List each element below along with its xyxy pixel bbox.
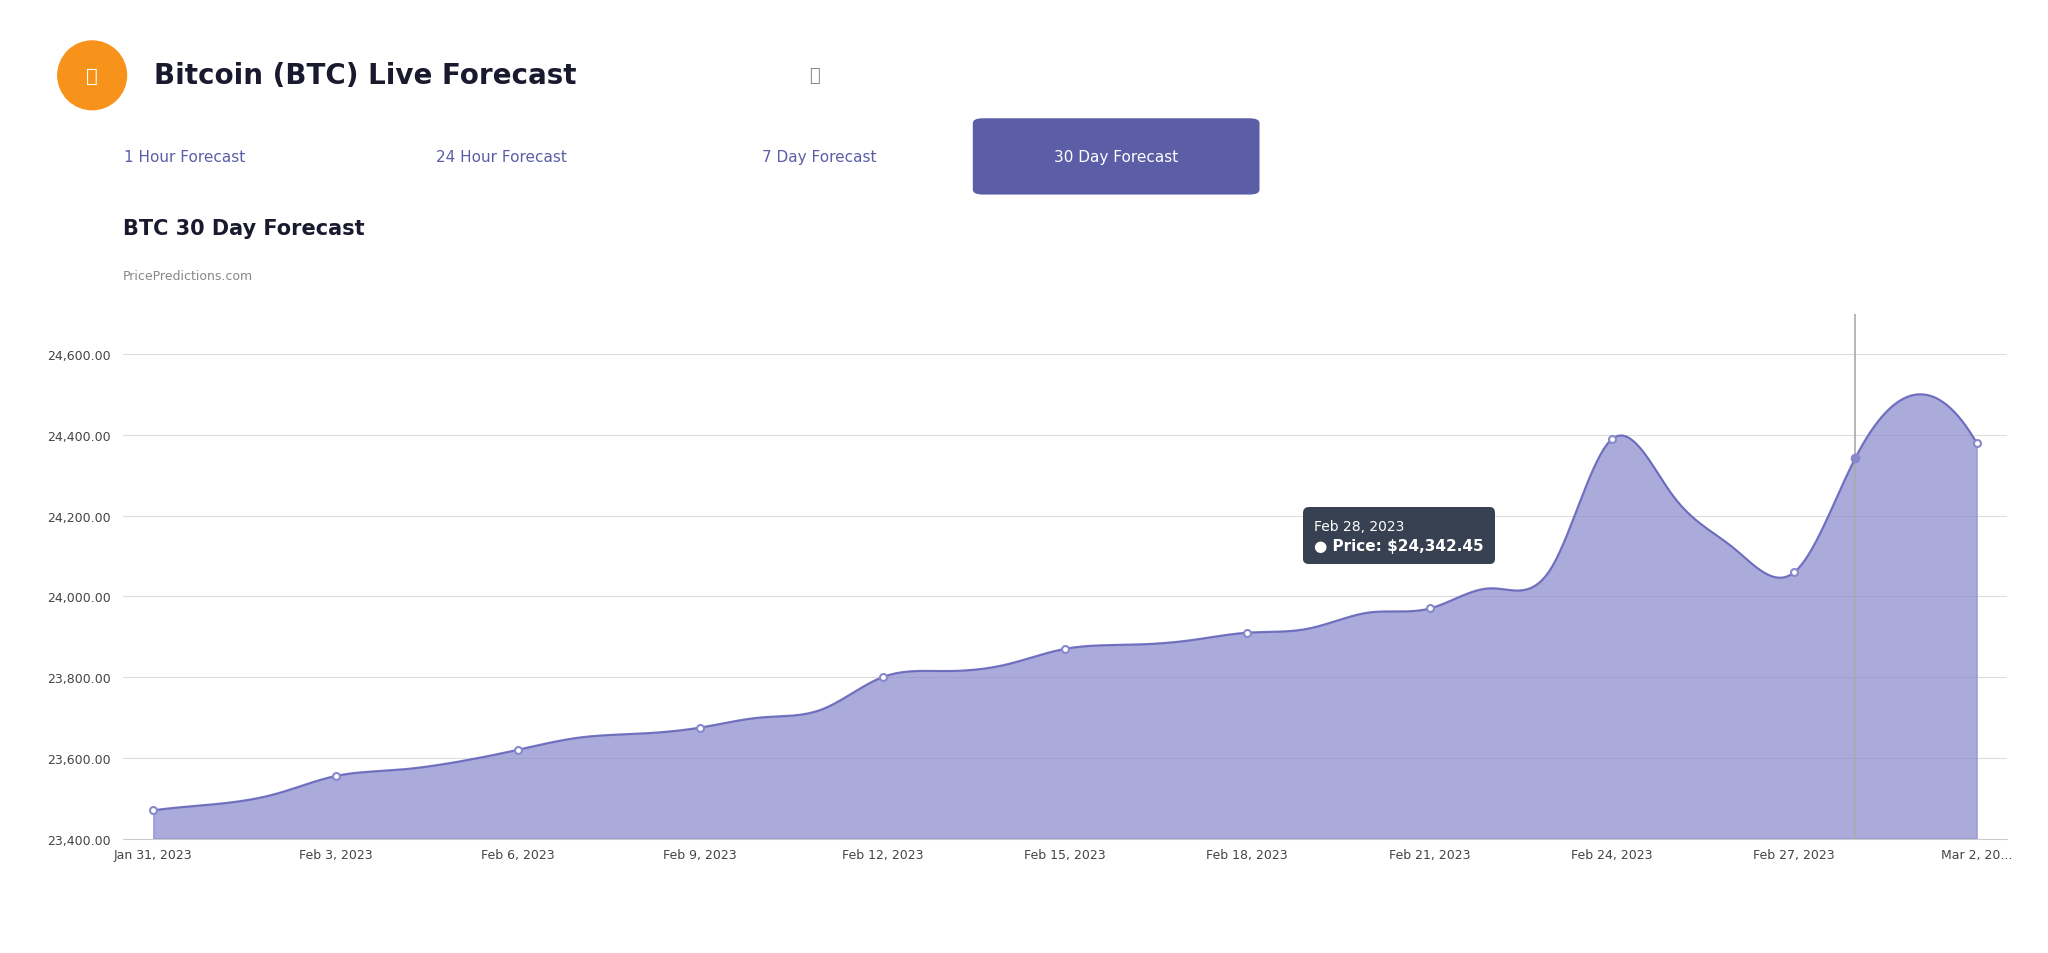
Circle shape [57, 42, 127, 111]
Text: Bitcoin (BTC) Live Forecast: Bitcoin (BTC) Live Forecast [154, 62, 575, 91]
Text: 1 Hour Forecast: 1 Hour Forecast [123, 150, 246, 165]
Text: ⓘ: ⓘ [809, 68, 819, 85]
Text: 24 Hour Forecast: 24 Hour Forecast [436, 150, 567, 165]
Text: 7 Day Forecast: 7 Day Forecast [762, 150, 877, 165]
Text: ₿: ₿ [86, 67, 98, 86]
Text: 30 Day Forecast: 30 Day Forecast [1055, 150, 1178, 165]
Text: BTC 30 Day Forecast: BTC 30 Day Forecast [123, 219, 365, 238]
Text: PricePredictions.com: PricePredictions.com [123, 270, 254, 283]
